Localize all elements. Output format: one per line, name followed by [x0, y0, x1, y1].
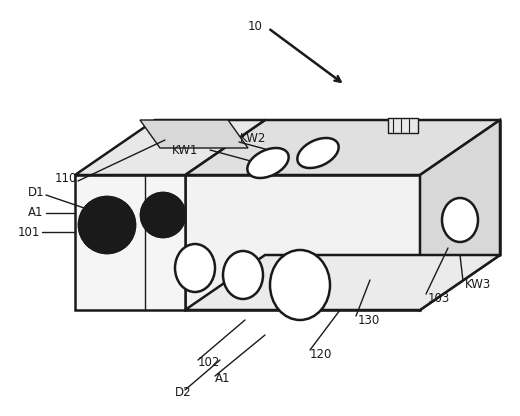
Circle shape — [141, 193, 185, 237]
Ellipse shape — [223, 251, 263, 299]
Text: 120: 120 — [310, 349, 332, 362]
Text: 110: 110 — [55, 171, 77, 185]
Polygon shape — [185, 175, 420, 310]
Text: A1: A1 — [215, 371, 230, 384]
Text: D2: D2 — [175, 386, 192, 399]
Text: 102: 102 — [198, 356, 220, 369]
Circle shape — [79, 197, 135, 253]
Polygon shape — [420, 120, 500, 310]
Text: KW2: KW2 — [240, 131, 266, 144]
Ellipse shape — [270, 250, 330, 320]
Ellipse shape — [175, 244, 215, 292]
Circle shape — [156, 208, 170, 222]
Text: 130: 130 — [358, 314, 380, 327]
Text: KW3: KW3 — [465, 278, 491, 292]
Text: A1: A1 — [28, 206, 44, 220]
Ellipse shape — [442, 198, 478, 242]
Text: 103: 103 — [428, 292, 450, 305]
Polygon shape — [388, 118, 418, 133]
Ellipse shape — [248, 148, 289, 178]
Polygon shape — [185, 120, 500, 175]
Text: KW1: KW1 — [172, 144, 198, 156]
Polygon shape — [185, 255, 500, 310]
Polygon shape — [140, 120, 248, 148]
Text: D1: D1 — [28, 186, 45, 198]
Polygon shape — [75, 175, 185, 310]
Ellipse shape — [297, 138, 339, 168]
Circle shape — [99, 217, 115, 233]
Text: 101: 101 — [18, 225, 41, 238]
Polygon shape — [75, 120, 265, 175]
Text: 10: 10 — [248, 20, 263, 33]
